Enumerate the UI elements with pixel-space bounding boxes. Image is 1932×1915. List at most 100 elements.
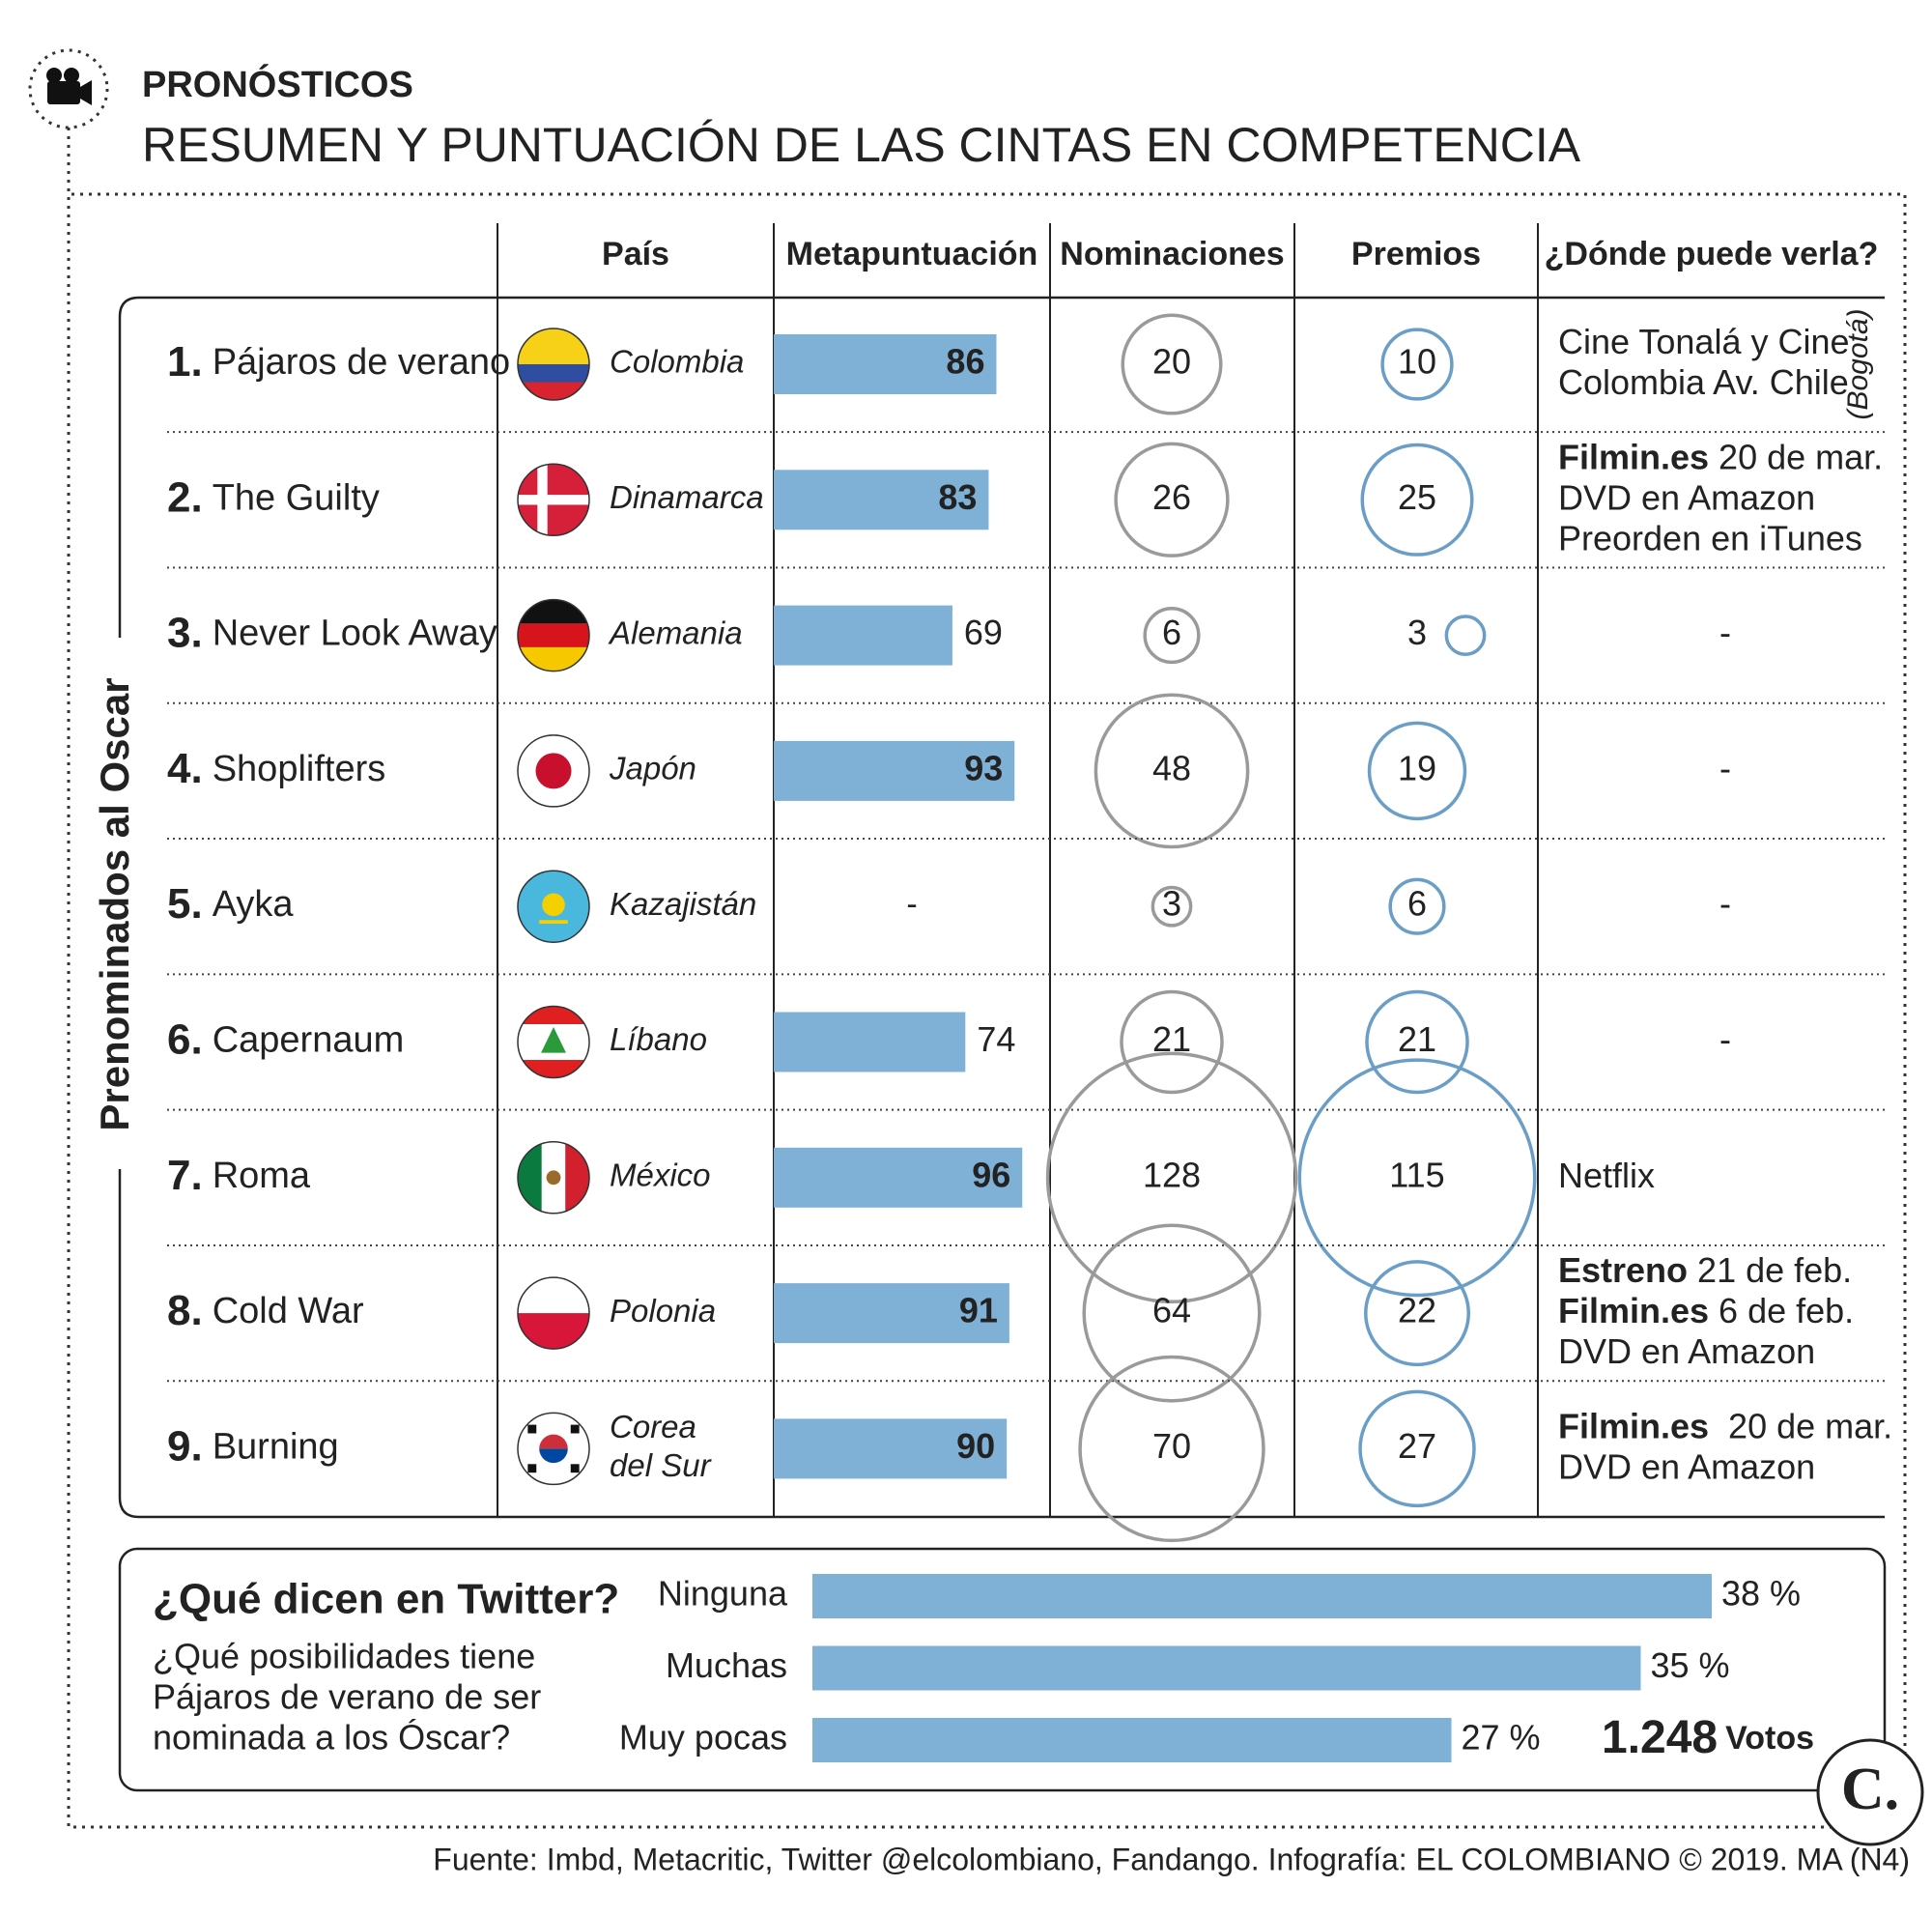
nominations-circle: [1078, 1355, 1265, 1543]
flag-part: [518, 1060, 589, 1078]
twitter-bar: [812, 1574, 1712, 1618]
rank: 7.: [167, 1151, 203, 1198]
awards-value: 3: [1407, 613, 1427, 652]
votes-count: 1.248: [1602, 1712, 1718, 1763]
flag-part: [527, 1424, 537, 1434]
votes: 1.248 Votos: [1602, 1712, 1814, 1763]
flag-part: [542, 893, 565, 917]
flag-outline: [517, 463, 590, 537]
country: Alemania: [608, 615, 743, 650]
flag-part: [546, 1170, 561, 1186]
awards-value: 6: [1407, 884, 1427, 924]
awards-value: 25: [1398, 477, 1436, 517]
flag-outline: [517, 1412, 590, 1486]
where-line: Filmin.es 20 de mar.: [1558, 437, 1883, 476]
awards-circle: [1367, 721, 1467, 821]
kicker: PRONÓSTICOS: [142, 63, 413, 105]
flag: [518, 599, 589, 672]
country: Líbano: [610, 1021, 707, 1057]
logo-circle: [1816, 1738, 1924, 1846]
title: RESUMEN Y PUNTUACIÓN DE LAS CINTAS EN CO…: [142, 118, 1581, 172]
where-line: Filmin.es 6 de feb.: [1558, 1291, 1854, 1330]
metascore-bar: [774, 1283, 1009, 1344]
where-line: DVD en Amazon: [1558, 477, 1815, 517]
film: 5. Ayka: [167, 880, 294, 928]
rank: 2.: [167, 473, 203, 521]
awards-circle: [1360, 443, 1474, 557]
flag-part: [518, 1141, 542, 1214]
flag-part: [518, 329, 589, 364]
nominations-value: 6: [1162, 613, 1181, 652]
metascore-bar: [774, 334, 997, 394]
dotted-frame: [67, 128, 1907, 1829]
metascore-value: 86: [946, 342, 984, 382]
metascore-value: 90: [956, 1426, 995, 1466]
nominations-value: 70: [1152, 1426, 1191, 1466]
metascore-value: 96: [972, 1155, 1010, 1194]
awards-value: 27: [1398, 1426, 1436, 1466]
where-line: Preorden en iTunes: [1558, 518, 1862, 557]
metascore-bar: [774, 1418, 1008, 1479]
metascore-bar: [774, 1012, 966, 1072]
rank: 4.: [167, 745, 203, 792]
metascore-bar: [774, 470, 989, 530]
flag-outline: [517, 734, 590, 808]
awards-value: 21: [1398, 1019, 1436, 1059]
where-text: Preorden en iTunes: [1558, 518, 1862, 557]
metascore-bar: [774, 1147, 1023, 1208]
flag-part: [518, 599, 589, 624]
country: Dinamarca: [610, 479, 764, 515]
film-title: Roma: [213, 1156, 311, 1196]
rank: 1.: [167, 338, 203, 386]
nominations-circle: [1094, 693, 1250, 849]
film: 6. Capernaum: [167, 1015, 404, 1063]
where-text: 6 de feb.: [1709, 1291, 1854, 1330]
film: 7. Roma: [167, 1151, 311, 1198]
where-text: Cine Tonalá y Cine: [1558, 322, 1850, 361]
film-title: Capernaum: [213, 1020, 405, 1061]
flag-part: [535, 753, 572, 789]
country: Japón: [609, 751, 696, 786]
where-bold: Filmin.es: [1558, 1291, 1709, 1330]
column-header: Metapuntuación: [786, 236, 1038, 272]
nominations-value: 128: [1143, 1155, 1201, 1194]
nominations-circle: [1121, 313, 1223, 415]
metascore-value: 93: [964, 748, 1003, 787]
country: Kazajistán: [610, 886, 756, 922]
rank: 3.: [167, 609, 203, 656]
where-bold: Filmin.es: [1558, 437, 1709, 476]
twitter-label: Muchas: [666, 1645, 787, 1685]
where-text: Netflix: [1558, 1155, 1655, 1194]
where-line: DVD en Amazon: [1558, 1331, 1815, 1371]
film-title: The Guilty: [213, 477, 380, 518]
nominations-value: 64: [1152, 1291, 1191, 1330]
nominations-value: 26: [1152, 477, 1191, 517]
rank: 8.: [167, 1287, 203, 1334]
column-header: ¿Dónde puede verla?: [1545, 236, 1879, 272]
column-header: Premios: [1351, 236, 1481, 272]
where-line: Filmin.es 20 de mar.: [1558, 1406, 1892, 1445]
votes-unit: Votos: [1725, 1720, 1814, 1757]
logo: C.: [1841, 1757, 1899, 1822]
twitter-question: nominada a los Óscar?: [153, 1718, 510, 1758]
twitter-label: Ninguna: [658, 1574, 788, 1614]
nominations-circle: [1143, 607, 1201, 665]
film-title: Pájaros de verano: [213, 342, 510, 383]
awards-circle: [1365, 989, 1469, 1095]
where-text: DVD en Amazon: [1558, 1331, 1815, 1371]
film: 3. Never Look Away: [167, 609, 497, 656]
flag: [518, 734, 589, 807]
where-text: 21 de feb.: [1688, 1250, 1852, 1290]
flag-outline: [517, 870, 590, 943]
country: Corea: [610, 1409, 696, 1444]
nominations-value: 3: [1162, 884, 1181, 924]
awards-circle: [1380, 328, 1454, 401]
flag: [518, 1413, 589, 1485]
twitter-title: ¿Qué dicen en Twitter?: [153, 1576, 619, 1623]
twitter-bar: [812, 1645, 1641, 1691]
country: Colombia: [610, 344, 744, 380]
metascore-bar: [774, 605, 952, 666]
where-bold: Filmin.es: [1558, 1406, 1709, 1445]
film: 8. Cold War: [167, 1287, 364, 1334]
where: -: [1719, 1019, 1731, 1059]
